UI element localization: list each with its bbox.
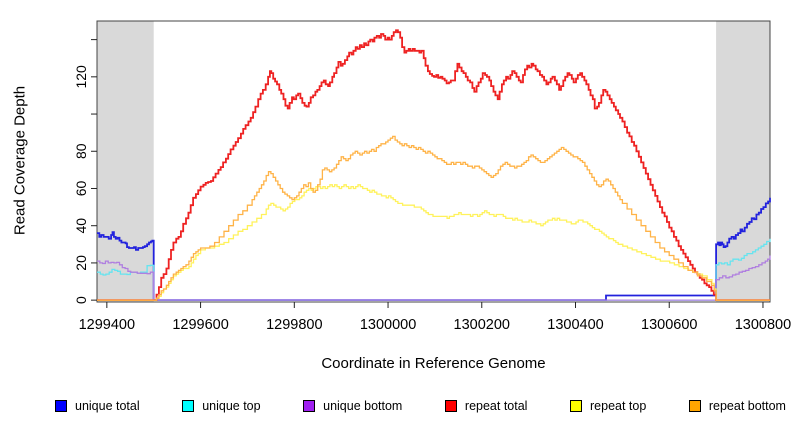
legend: unique total unique top unique bottom repea… bbox=[55, 399, 786, 413]
series-line-unique-total bbox=[97, 197, 771, 301]
series-line-repeat-total bbox=[97, 29, 770, 301]
x-tick-label: 1300600 bbox=[641, 317, 697, 333]
y-tick-label: 0 bbox=[73, 296, 89, 304]
legend-item-unique-top: unique top bbox=[182, 399, 261, 413]
legend-label: repeat bottom bbox=[708, 399, 786, 413]
x-tick-label: 1300800 bbox=[735, 317, 791, 333]
series-line-repeat-bottom bbox=[97, 135, 770, 301]
y-tick-label: 120 bbox=[73, 65, 89, 89]
y-axis-title: Read Coverage Depth bbox=[11, 85, 29, 236]
legend-item-repeat-total: repeat total bbox=[444, 399, 528, 413]
legend-item-unique-total: unique total bbox=[55, 399, 140, 413]
legend-swatch-icon bbox=[55, 400, 67, 412]
x-axis-title: Coordinate in Reference Genome bbox=[321, 355, 546, 372]
shaded-region bbox=[97, 21, 154, 302]
legend-label: unique bottom bbox=[323, 399, 403, 413]
x-tick-label: 1299800 bbox=[266, 317, 322, 333]
y-tick-label: 40 bbox=[73, 218, 89, 234]
legend-label: repeat top bbox=[590, 399, 647, 413]
y-tick-label: 60 bbox=[73, 180, 89, 196]
legend-item-repeat-top: repeat top bbox=[570, 399, 646, 413]
legend-swatch-icon bbox=[444, 400, 457, 412]
x-tick-label: 1299400 bbox=[79, 317, 135, 333]
y-tick-label: 80 bbox=[73, 143, 89, 159]
legend-label: unique top bbox=[202, 399, 261, 413]
x-tick-label: 1300200 bbox=[454, 317, 510, 333]
legend-item-repeat-bottom: repeat bottom bbox=[688, 399, 786, 413]
legend-swatch-icon bbox=[688, 400, 701, 412]
series-line-unique-top bbox=[97, 238, 771, 301]
x-tick-label: 1300000 bbox=[360, 317, 416, 333]
legend-item-unique-bottom: unique bottom bbox=[303, 399, 402, 413]
legend-swatch-icon bbox=[182, 400, 195, 412]
shaded-region bbox=[716, 21, 770, 302]
x-tick-label: 1299600 bbox=[172, 317, 228, 333]
y-tick-label: 20 bbox=[73, 255, 89, 271]
plot-box bbox=[96, 20, 771, 303]
series-line-repeat-top bbox=[97, 184, 770, 301]
legend-label: repeat total bbox=[464, 399, 528, 413]
legend-label: unique total bbox=[75, 399, 140, 413]
x-tick-label: 1300400 bbox=[547, 317, 603, 333]
legend-swatch-icon bbox=[303, 400, 316, 412]
legend-swatch-icon bbox=[570, 400, 582, 412]
